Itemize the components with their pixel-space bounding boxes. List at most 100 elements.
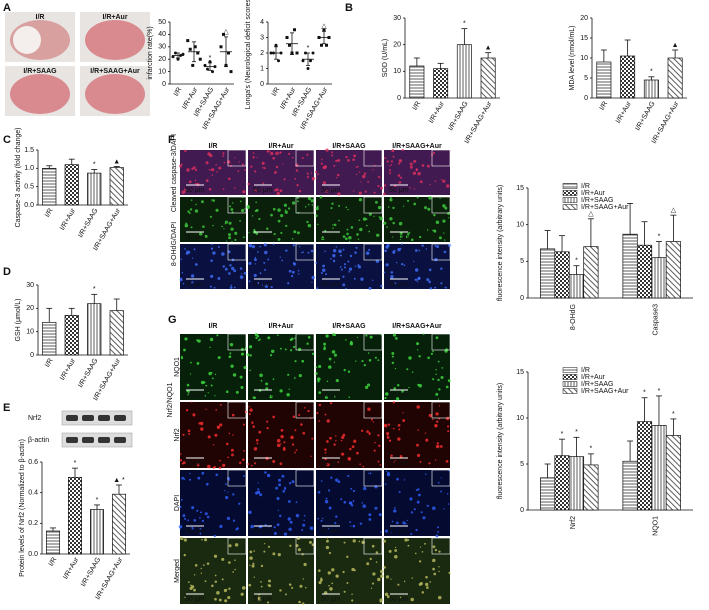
cell	[432, 350, 434, 353]
cell	[248, 510, 252, 514]
y-tick-label: 15	[580, 35, 588, 42]
cell	[358, 219, 361, 222]
cell	[390, 271, 394, 274]
cell	[445, 459, 449, 463]
cell	[274, 188, 277, 192]
cell	[391, 352, 395, 355]
cell	[224, 483, 227, 485]
bar	[622, 460, 638, 511]
cell	[324, 250, 326, 253]
cell	[432, 378, 435, 381]
cell	[379, 600, 382, 603]
column-label: I/R+Aur	[268, 143, 293, 150]
cell	[277, 237, 281, 241]
cell	[317, 517, 319, 520]
cell	[373, 449, 376, 452]
cell	[203, 381, 206, 384]
infarct	[13, 26, 41, 54]
cell	[385, 470, 388, 473]
cell	[410, 511, 414, 514]
cell	[380, 531, 382, 533]
cell	[310, 455, 312, 458]
cell	[229, 342, 234, 347]
brain-slice	[85, 74, 145, 114]
cell	[259, 493, 263, 497]
cell	[384, 249, 387, 253]
inset	[431, 537, 451, 555]
cell	[194, 209, 199, 213]
cell	[392, 427, 395, 430]
cell	[368, 432, 371, 436]
cell	[233, 286, 236, 289]
x-tick-label: I/R+SAAG	[447, 100, 469, 132]
cell	[216, 334, 219, 337]
cell	[416, 443, 419, 447]
cell	[194, 564, 198, 567]
cell	[186, 389, 190, 393]
cell	[434, 459, 437, 461]
cell	[333, 361, 336, 363]
cell	[410, 597, 414, 602]
cell	[279, 389, 283, 393]
cell	[216, 425, 221, 429]
cell	[372, 279, 374, 282]
cell	[230, 208, 234, 211]
y-tick-label: 30	[393, 15, 401, 22]
cell	[315, 214, 318, 218]
dot	[325, 43, 328, 47]
cell	[190, 199, 193, 201]
y-tick-label: 40	[158, 31, 166, 38]
cell	[330, 476, 333, 479]
column-label: I/R	[209, 323, 218, 330]
cell	[368, 513, 372, 517]
cell	[384, 483, 387, 485]
cell	[361, 540, 365, 545]
annotation: *	[575, 429, 578, 436]
bar	[568, 274, 585, 299]
cell	[190, 226, 193, 229]
cell	[397, 583, 400, 586]
cell	[180, 258, 183, 261]
cell	[363, 172, 367, 175]
scale-bar-label: 50 μm	[321, 528, 341, 535]
cell	[328, 365, 332, 369]
bar	[620, 55, 636, 99]
cell	[379, 216, 384, 221]
inset	[295, 149, 315, 167]
y-tick-label: 30	[158, 44, 166, 51]
cell	[262, 284, 264, 286]
micrograph	[316, 150, 382, 195]
cell	[375, 561, 378, 563]
cell	[189, 373, 192, 375]
cell	[248, 231, 250, 234]
y-tick-label: 0.4	[28, 490, 38, 497]
inset	[295, 401, 315, 419]
cell	[396, 477, 399, 481]
scale-bar-label: 50 μm	[389, 460, 409, 467]
cell	[318, 581, 322, 585]
cell	[292, 415, 296, 418]
cell	[193, 248, 196, 251]
x-tick-label: Caspase3	[653, 304, 660, 336]
cell	[325, 273, 328, 276]
cell	[337, 192, 341, 196]
cell	[180, 536, 184, 541]
cell	[366, 430, 369, 433]
y-tick-label: 20	[158, 56, 166, 63]
bar	[651, 425, 667, 511]
y-tick-label: 5	[520, 258, 524, 265]
cell	[253, 258, 257, 262]
cell	[398, 490, 401, 493]
cell	[349, 447, 352, 451]
dot	[186, 39, 190, 43]
cell	[318, 364, 322, 369]
cell	[414, 249, 418, 252]
cell	[416, 196, 419, 199]
dot	[198, 57, 202, 61]
y-tick-label: 30	[26, 282, 34, 289]
cell	[390, 454, 393, 458]
cell	[208, 168, 211, 171]
cell	[246, 353, 250, 357]
x-tick-label: I/R+Aur	[615, 100, 633, 125]
cell	[206, 562, 210, 565]
